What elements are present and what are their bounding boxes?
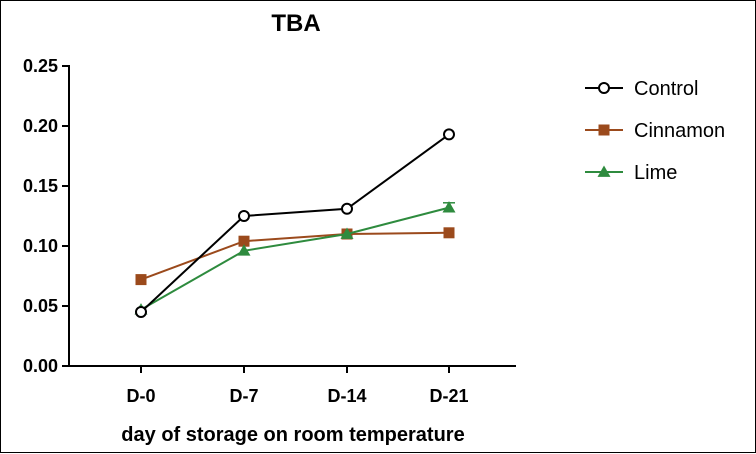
legend-label: Control	[634, 78, 698, 100]
legend-item-lime: Lime	[585, 162, 677, 184]
data-point-control	[443, 128, 455, 141]
chart-title: TBA	[271, 10, 320, 37]
data-point-cinnamon	[135, 274, 147, 286]
y-tick-label: 0.15	[23, 176, 58, 196]
data-point-control	[341, 202, 353, 215]
series-line-lime	[140, 206, 450, 311]
y-tick-label: 0.25	[23, 56, 58, 76]
data-point-lime	[237, 244, 251, 256]
data-point-lime	[442, 201, 456, 213]
x-tick-label: D-14	[327, 386, 366, 406]
y-tick-label: 0.05	[23, 296, 58, 316]
x-tick-label: D-0	[126, 386, 155, 406]
legend-marker	[597, 165, 611, 177]
data-point-cinnamon	[443, 227, 455, 239]
x-axis-label: day of storage on room temperature	[121, 424, 464, 446]
legend: Control Cinnamon Lime	[585, 78, 725, 184]
series-layer	[134, 128, 456, 318]
legend-item-cinnamon: Cinnamon	[585, 120, 725, 142]
y-axis: 0.00 0.05 0.10 0.15 0.20 0.25	[23, 56, 70, 376]
data-point-control	[135, 306, 147, 318]
y-tick-label: 0.10	[23, 236, 58, 256]
y-tick-label: 0.00	[23, 356, 58, 376]
x-axis: D-0 D-7 D-14 D-21	[69, 365, 516, 406]
series-control	[135, 128, 455, 318]
series-line-control	[140, 133, 450, 313]
data-point-lime	[340, 227, 354, 239]
legend-marker	[598, 82, 610, 94]
series-cinnamon	[135, 227, 455, 286]
series-lime	[134, 201, 456, 315]
series-line-cinnamon	[140, 231, 450, 281]
data-point-control	[238, 210, 250, 222]
legend-label: Lime	[634, 162, 677, 184]
x-tick-label: D-7	[229, 386, 258, 406]
legend-item-control: Control	[585, 78, 698, 100]
data-point-cinnamon	[238, 235, 250, 247]
legend-marker	[598, 124, 610, 136]
y-tick-label: 0.20	[23, 116, 58, 136]
x-tick-label: D-21	[429, 386, 468, 406]
legend-label: Cinnamon	[634, 120, 725, 142]
